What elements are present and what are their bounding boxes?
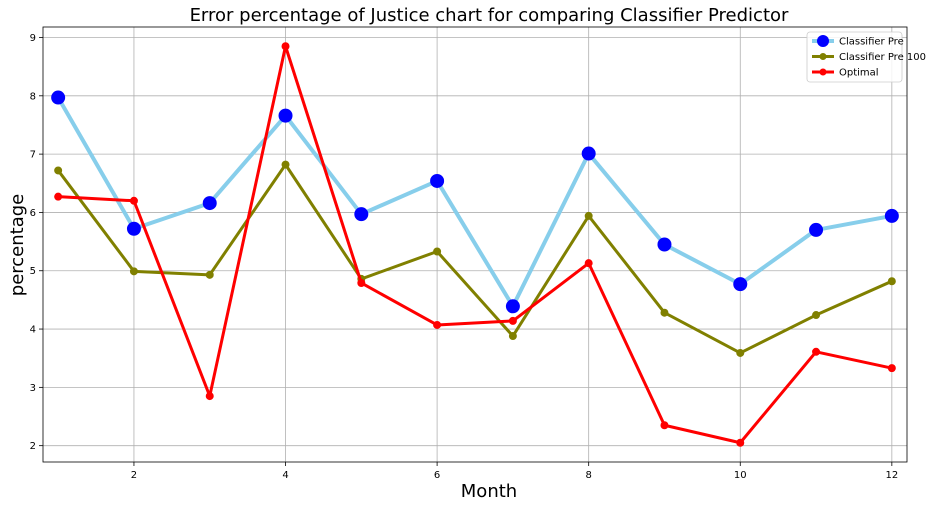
plot-frame [42, 26, 908, 463]
ticks: 2 4 6 8 10 12 2 3 4 5 6 7 8 9 [30, 33, 899, 481]
y-tick-label: 2 [30, 441, 36, 452]
data-point [202, 196, 217, 211]
x-tick-label: 10 [734, 470, 747, 481]
x-tick-label: 12 [885, 470, 898, 481]
series-line [56, 96, 893, 309]
legend-label: Classifier Pre 100 [839, 52, 926, 63]
data-point [51, 90, 66, 105]
data-point [660, 421, 669, 430]
legend-box [806, 31, 903, 83]
data-point [281, 42, 290, 51]
y-tick-label: 9 [30, 33, 36, 44]
data-point [281, 160, 290, 169]
data-point [129, 196, 138, 205]
data-point [736, 348, 745, 357]
data-point [584, 259, 593, 268]
legend-item: Classifier Pre 100 [812, 52, 926, 63]
y-axis-label: percentage [7, 194, 28, 296]
data-point [812, 311, 821, 320]
data-point [54, 166, 63, 175]
data-point [126, 221, 141, 236]
data-point [809, 222, 824, 237]
data-point [505, 299, 520, 314]
legend-marker [819, 68, 827, 76]
y-tick-label: 7 [30, 150, 36, 161]
y-tick-label: 4 [30, 325, 36, 336]
legend-marker [817, 35, 829, 47]
data-point [884, 208, 899, 223]
data-point [54, 192, 63, 201]
data-point [657, 237, 672, 252]
data-point [812, 347, 821, 356]
data-point [733, 277, 748, 292]
series-2 [54, 42, 896, 447]
data-point [129, 267, 138, 276]
chart-title: Error percentage of Justice chart for co… [190, 5, 789, 26]
x-tick-label: 4 [282, 470, 288, 481]
y-tick-label: 3 [30, 383, 36, 394]
series-0 [51, 90, 899, 314]
x-tick-label: 2 [131, 470, 137, 481]
y-tick-label: 5 [30, 266, 36, 277]
data-point [887, 277, 896, 286]
data-point [887, 364, 896, 373]
x-tick-label: 8 [585, 470, 591, 481]
series-layer [51, 42, 899, 447]
data-point [581, 146, 596, 161]
data-point [584, 211, 593, 220]
x-axis-label: Month [461, 481, 517, 502]
data-point [430, 173, 445, 188]
legend-marker [819, 53, 827, 60]
legend-item: Optimal [812, 68, 879, 79]
data-point [660, 308, 669, 317]
data-point [205, 270, 214, 279]
series-line [56, 163, 893, 355]
data-point [736, 438, 745, 447]
legend-label: Classifier Pre [839, 37, 904, 48]
data-point [508, 332, 517, 341]
y-tick-label: 8 [30, 91, 36, 102]
x-tick-label: 6 [434, 470, 440, 481]
series-line [58, 44, 893, 445]
data-point [508, 316, 517, 325]
data-point [354, 207, 369, 222]
data-point [357, 278, 366, 287]
data-point [205, 392, 214, 401]
data-point [433, 247, 442, 256]
legend: Classifier Pre Classifier Pre 100 Optimal [806, 31, 926, 83]
legend-item: Classifier Pre [812, 35, 904, 48]
series-1 [54, 160, 896, 357]
y-tick-label: 6 [30, 208, 36, 219]
data-point [433, 320, 442, 329]
legend-label: Optimal [839, 68, 879, 79]
data-point [278, 108, 293, 123]
